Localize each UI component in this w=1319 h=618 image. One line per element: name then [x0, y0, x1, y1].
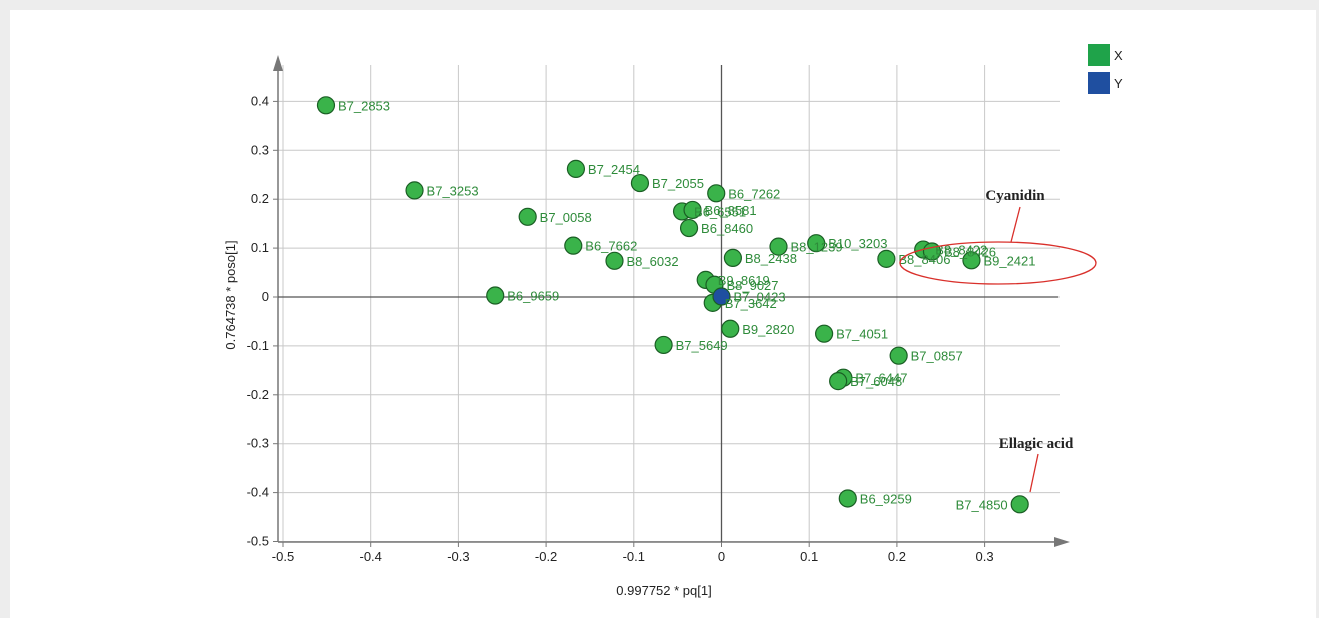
y-tick-label: -0.4: [247, 485, 269, 500]
point-label: B8_9027: [726, 278, 778, 293]
data-point: [316, 96, 336, 115]
data-point: [679, 218, 699, 238]
x-tick-label: 0.2: [888, 549, 906, 564]
point-label: B8_1239: [791, 240, 843, 255]
grid-lines: [278, 65, 1060, 542]
point-label: B6_8460: [701, 221, 753, 236]
x-tick-label: -0.2: [535, 549, 557, 564]
y-tick-label: 0.2: [251, 191, 269, 206]
point-label: B6_7262: [728, 186, 780, 201]
data-point: [721, 319, 740, 338]
data-point: [712, 287, 731, 306]
cyanidin-highlight-ellipse: [899, 241, 1097, 285]
y-tick-label: -0.3: [247, 436, 269, 451]
data-point: [564, 236, 583, 255]
data-point: [807, 234, 826, 253]
data-point: [769, 237, 788, 256]
data-point: [654, 335, 673, 355]
y-tick-label: 0.1: [251, 240, 269, 255]
axes: [273, 55, 1070, 547]
y-axis-title: 0.764738 * poso[1]: [223, 240, 238, 349]
cyanidin-pointer: [1010, 206, 1021, 243]
point-label: B7_6048: [850, 374, 902, 389]
ellagic-acid-pointer: [1029, 453, 1039, 493]
x-tick-label: 0: [718, 549, 725, 564]
data-point: [829, 372, 848, 391]
scatter-plot: -0.5 -0.4 -0.3 -0.2 -0.1 0 0.1 0.2 0.3 0.4 0.3 0.2 0…: [223, 44, 1123, 598]
point-label: B10_3203: [828, 236, 887, 251]
data-point: [707, 184, 726, 203]
point-label: B7_3642: [725, 296, 777, 311]
y-tick-label: -0.2: [247, 387, 269, 402]
point-label: B7_6447: [855, 371, 907, 386]
point-label: B9_2820: [742, 322, 794, 337]
point-label: B8_6032: [627, 254, 679, 269]
y-tick-label: 0.4: [251, 93, 269, 108]
y-tick-label: -0.5: [247, 534, 269, 549]
legend-swatch: [1088, 72, 1110, 94]
point-label: B7_2454: [588, 162, 640, 177]
point-label: B6_6551: [694, 204, 746, 219]
point-label: B9_8619: [718, 273, 770, 288]
point-label: B7_4051: [836, 327, 888, 342]
data-point: [605, 251, 624, 270]
point-label: B6_9659: [507, 289, 559, 304]
point-label: B7_2853: [338, 98, 390, 113]
data-point: [486, 286, 505, 305]
legend-label: X: [1114, 48, 1123, 63]
ellagic-acid-annotation: Ellagic acid: [999, 436, 1074, 452]
data-point: [566, 159, 586, 178]
y-tick-label: 0: [262, 289, 269, 304]
x-tick-label: 0.1: [800, 549, 818, 564]
point-label: B7_4850: [956, 497, 1008, 512]
data-point: [518, 207, 537, 226]
legend-label: Y: [1114, 76, 1123, 91]
point-label: B7_3253: [427, 183, 479, 198]
point-label: B6_7662: [585, 239, 637, 254]
point-label: B7_5649: [676, 338, 728, 353]
point-label: B7_0423: [734, 290, 786, 305]
x-tick-label: 0.3: [976, 549, 994, 564]
x-tick-label: -0.4: [359, 549, 381, 564]
data-point: [1010, 495, 1029, 514]
point-label: B9_2421: [983, 253, 1035, 268]
data-point: [889, 346, 908, 365]
data-point: [630, 173, 650, 193]
point-label: B8_8406: [898, 252, 950, 267]
data-point: [683, 200, 702, 220]
point-label: B6_9259: [860, 491, 912, 506]
point-label: B8_2438: [745, 251, 797, 266]
point-label: B6_8581: [705, 203, 757, 218]
y-tick-label: 0.3: [251, 142, 269, 157]
data-point: [723, 248, 743, 267]
y-axis-arrow: [273, 55, 283, 71]
y-tick-label: -0.1: [247, 338, 269, 353]
point-labels: B7_2853 B7_3253 B7_2454 B7_2055 B6_7262 B7_00…: [338, 98, 1036, 512]
data-point: [838, 489, 857, 508]
figure-frame: -0.5 -0.4 -0.3 -0.2 -0.1 0 0.1 0.2 0.3 0.4 0.3 0.2 0…: [10, 10, 1316, 618]
data-point: [405, 181, 424, 200]
point-label: B7_2055: [652, 176, 704, 191]
annotations: Cyanidin Ellagic acid: [899, 188, 1097, 493]
point-label: B8_8422: [935, 243, 987, 258]
tick-labels: -0.5 -0.4 -0.3 -0.2 -0.1 0 0.1 0.2 0.3 0.4 0.3 0.2 0…: [247, 93, 994, 564]
cyanidin-annotation: Cyanidin: [985, 188, 1045, 204]
point-label: B7_0058: [540, 210, 592, 225]
legend-swatch: [1088, 44, 1110, 66]
point-label: B8_8426: [944, 245, 996, 260]
data-point: [815, 324, 834, 343]
x-tick-label: -0.1: [623, 549, 645, 564]
x-tick-label: -0.5: [272, 549, 294, 564]
x-axis-title: 0.997752 * pq[1]: [616, 583, 711, 598]
x-tick-label: -0.3: [447, 549, 469, 564]
legend: XY: [1088, 44, 1123, 94]
point-label: B7_0857: [911, 349, 963, 364]
x-axis-arrow: [1054, 537, 1070, 547]
data-point: [877, 249, 896, 268]
data-point: [962, 251, 981, 270]
data-points: [316, 96, 1029, 514]
